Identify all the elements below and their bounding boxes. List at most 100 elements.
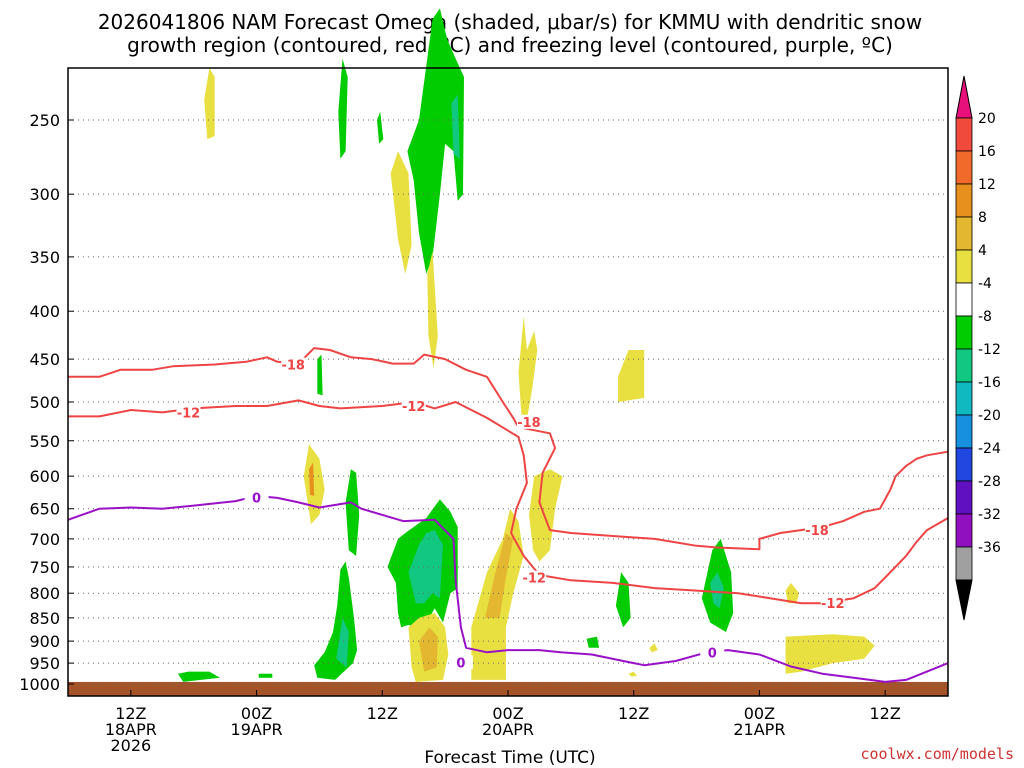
colorbar-label-7: -12 xyxy=(978,342,1001,358)
y-tick-label-400: 400 xyxy=(29,302,60,321)
credit-text: coolwx.com/models xyxy=(860,745,1014,763)
colorbar-label-13: -36 xyxy=(978,540,1001,556)
omega-region-15 xyxy=(408,530,443,604)
y-tick-label-1000: 1000 xyxy=(19,675,60,694)
contour-label-5: -12 xyxy=(402,400,426,415)
colorbar-bottom-arrow xyxy=(955,579,973,621)
colorbar-segment-2 xyxy=(955,150,973,185)
colorbar-segment-11 xyxy=(955,447,973,482)
contour-label-4: -12 xyxy=(177,406,201,421)
colorbar-label-2: 12 xyxy=(978,177,996,193)
grid-lines xyxy=(68,119,948,685)
omega-region-22 xyxy=(529,469,563,562)
contour-label-2: -18 xyxy=(517,416,541,431)
x-tick-label-0-3: 2026 xyxy=(110,736,151,755)
x-tick-label-3-2: 20APR xyxy=(482,720,534,739)
x-tick-label-1-2: 19APR xyxy=(231,720,283,739)
colorbar-label-6: -8 xyxy=(978,309,992,325)
colorbar-label-0: 20 xyxy=(978,111,996,127)
colorbar-segment-10 xyxy=(955,414,973,449)
y-tick-label-300: 300 xyxy=(29,185,60,204)
omega-region-6 xyxy=(451,94,460,159)
contour-label-bg-9 xyxy=(448,655,473,670)
y-tick-label-950: 950 xyxy=(29,654,60,673)
colorbar-segment-7 xyxy=(955,315,973,350)
colorbar-label-4: 4 xyxy=(978,243,987,259)
y-tick-label-700: 700 xyxy=(29,530,60,549)
omega-region-9 xyxy=(618,350,645,402)
y-tick-label-850: 850 xyxy=(29,609,60,628)
y-tick-label-350: 350 xyxy=(29,248,60,267)
y-tick-label-500: 500 xyxy=(29,393,60,412)
omega-region-10 xyxy=(317,354,323,396)
y-tick-label-750: 750 xyxy=(29,558,60,577)
contour-label-bg-10 xyxy=(700,645,725,660)
omega-colorbar: 20 16 12 8 4 -4 -8 -12 -16 -20 -24 -28 -32 -36 xyxy=(955,75,1001,621)
omega-region-3 xyxy=(377,111,384,144)
contour-label-bg-7 xyxy=(820,596,845,611)
y-tick-label-250: 250 xyxy=(29,111,60,130)
contour-label-bg-1 xyxy=(281,357,306,372)
contour-label-bg-2 xyxy=(516,414,541,429)
colorbar-segment-6 xyxy=(955,282,973,317)
omega-region-32 xyxy=(785,634,875,674)
omega-region-24 xyxy=(258,673,273,678)
colorbar-label-3: 8 xyxy=(978,210,987,226)
omega-region-11 xyxy=(303,444,325,525)
colorbar-top-arrow xyxy=(955,75,973,119)
colorbar-segment-12 xyxy=(955,480,973,515)
omega-region-17 xyxy=(336,617,349,668)
omega-region-5 xyxy=(407,8,464,275)
omega-region-27 xyxy=(649,643,658,653)
omega-region-13 xyxy=(345,469,360,556)
colorbar-label-8: -16 xyxy=(978,375,1001,391)
omega-region-26 xyxy=(586,636,600,648)
contour-label-1: -18 xyxy=(281,359,305,374)
chart-title-line-2: growth region (contoured, red, ºC) and f… xyxy=(127,33,893,57)
y-tick-label-600: 600 xyxy=(29,467,60,486)
colorbar-segment-5 xyxy=(955,249,973,284)
terrain-strip xyxy=(68,681,948,696)
colorbar-segment-3 xyxy=(955,183,973,218)
chart-title-line-1: 2026041806 NAM Forecast Omega (shaded, μ… xyxy=(98,10,922,34)
contour-label-bg-8 xyxy=(244,490,269,505)
y-tick-label-800: 800 xyxy=(29,584,60,603)
omega-region-8 xyxy=(518,316,538,426)
omega-region-4 xyxy=(390,151,412,274)
x-tick-label-4-1: 12Z xyxy=(618,704,649,723)
omega-region-12 xyxy=(309,462,315,496)
dgz-minus18-contour xyxy=(68,347,949,551)
colorbar-segment-13 xyxy=(955,513,973,548)
y-tick-label-450: 450 xyxy=(29,350,60,369)
colorbar-segment-9 xyxy=(955,381,973,416)
contour-label-8: 0 xyxy=(252,491,261,506)
contour-label-bg-4 xyxy=(176,405,201,420)
x-tick-label-0-2: 18APR xyxy=(105,720,157,739)
omega-region-16 xyxy=(314,561,358,680)
x-tick-label-0-1: 12Z xyxy=(115,704,146,723)
contour-layer: -18 -18 -18 -12 -12 -12 -12 0 0 0 xyxy=(67,347,949,683)
omega-region-28 xyxy=(628,671,637,677)
x-axis-label: Forecast Time (UTC) xyxy=(424,748,595,768)
colorbar-label-11: -28 xyxy=(978,474,1001,490)
x-tick-label-5-2: 21APR xyxy=(733,720,785,739)
contour-label-7: -12 xyxy=(821,597,845,612)
contour-label-9: 0 xyxy=(456,656,465,671)
omega-region-31 xyxy=(785,582,800,604)
y-tick-label-900: 900 xyxy=(29,632,60,651)
x-tick-label-1-1: 00Z xyxy=(241,704,272,723)
contour-label-3: -18 xyxy=(805,524,829,539)
contour-label-6: -12 xyxy=(522,572,546,587)
omega-region-2 xyxy=(338,58,348,159)
omega-region-30 xyxy=(710,572,724,609)
colorbar-segment-4 xyxy=(955,216,973,251)
omega-region-19 xyxy=(419,627,438,672)
colorbar-label-9: -20 xyxy=(978,408,1001,424)
dgz-minus12-contour xyxy=(68,399,949,605)
x-tick-label-3-1: 00Z xyxy=(492,704,523,723)
x-tick-label-5-1: 00Z xyxy=(744,704,775,723)
colorbar-segment-14 xyxy=(955,546,973,581)
contour-label-bg-6 xyxy=(522,570,547,585)
